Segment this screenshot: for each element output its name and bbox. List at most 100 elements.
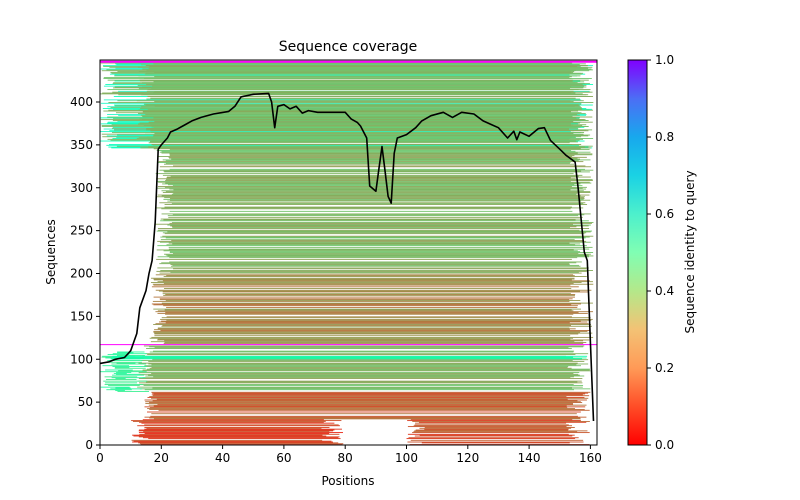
alignment-row — [166, 176, 591, 178]
alignment-row — [144, 424, 339, 426]
coverage-line — [100, 92, 595, 422]
alignment-row — [149, 351, 574, 353]
alignment-row — [142, 115, 573, 117]
alignment-row — [158, 156, 573, 157]
alignment-row — [154, 76, 572, 78]
alignment-row — [154, 105, 580, 107]
alignment-row — [413, 431, 578, 433]
alignment-row — [116, 372, 132, 374]
alignment-row — [162, 183, 581, 185]
alignment-row — [161, 325, 592, 327]
alignment-row — [153, 304, 572, 306]
alignment-row — [149, 367, 572, 369]
alignment-row — [150, 341, 575, 343]
alignment-row — [412, 420, 590, 422]
alignment-row — [145, 402, 574, 404]
x-tick-label: 140 — [518, 451, 541, 465]
alignment-row — [161, 190, 584, 192]
alignment-row — [136, 100, 571, 102]
x-tick-label: 20 — [154, 451, 169, 465]
alignment-row — [156, 270, 587, 272]
alignment-row — [155, 173, 574, 175]
alignment-row — [152, 395, 590, 397]
alignment-row — [153, 81, 585, 83]
alignment-row — [103, 77, 570, 79]
alignment-row — [153, 405, 567, 407]
alignment-row — [153, 330, 588, 332]
alignment-row — [159, 272, 582, 274]
alignment-row — [163, 305, 578, 307]
alignment-row — [157, 310, 574, 312]
alignment-row — [164, 233, 585, 235]
alignment-row — [111, 363, 147, 365]
alignment-row — [152, 400, 578, 402]
alignment-row — [149, 408, 585, 410]
alignment-row — [100, 386, 130, 388]
alignment-row — [406, 438, 576, 440]
alignment-row — [144, 416, 587, 418]
alignment-row — [142, 68, 592, 70]
alignment-row — [143, 345, 585, 347]
alignment-row — [141, 106, 581, 108]
alignment-row — [147, 89, 591, 91]
alignment-row — [146, 348, 572, 350]
alignment-row — [103, 99, 582, 101]
alignment-row — [148, 404, 587, 406]
alignment-row — [414, 435, 573, 437]
alignment-row — [148, 438, 341, 440]
alignment-row — [148, 363, 589, 365]
alignment-row — [144, 389, 574, 391]
alignment-row — [149, 141, 578, 143]
alignment-row — [115, 387, 131, 389]
colorbar-tick-label: 0.8 — [655, 130, 674, 144]
alignment-row — [166, 319, 592, 321]
alignment-row — [169, 157, 578, 159]
alignment-row — [159, 299, 570, 301]
alignment-row — [424, 428, 569, 430]
alignment-row — [142, 369, 590, 371]
alignment-row — [141, 422, 335, 424]
alignment-row — [407, 426, 567, 428]
alignment-row — [116, 354, 145, 356]
alignment-row — [165, 179, 593, 181]
alignment-row — [162, 280, 590, 282]
alignment-row — [151, 394, 583, 396]
alignment-row — [157, 328, 576, 330]
alignment-row — [139, 388, 591, 390]
alignment-row — [144, 432, 330, 434]
colorbar-tick-label: 0.4 — [655, 284, 674, 298]
alignment-row — [151, 392, 589, 394]
alignment-row — [161, 302, 593, 304]
alignment-row — [167, 255, 594, 257]
alignment-row — [169, 261, 582, 263]
alignment-row — [154, 101, 574, 103]
alignment-row — [152, 300, 570, 302]
alignment-row — [115, 390, 125, 392]
alignment-row — [162, 232, 587, 234]
alignment-row — [148, 121, 593, 123]
alignment-row — [105, 369, 133, 371]
alignment-row — [164, 253, 591, 255]
alignment-row — [153, 117, 577, 119]
alignment-row — [162, 192, 591, 193]
alignment-row — [168, 242, 570, 244]
alignment-row — [145, 129, 593, 131]
alignment-row — [117, 352, 134, 354]
alignment-row — [167, 200, 582, 202]
alignment-row — [146, 72, 584, 74]
alignment-row — [143, 437, 339, 439]
alignment-row — [107, 354, 130, 356]
alignment-row — [139, 122, 581, 124]
alignment-row — [169, 257, 578, 259]
alignment-row — [153, 92, 576, 94]
alignment-row — [145, 375, 585, 377]
alignment-row — [161, 195, 581, 197]
alignment-row — [158, 229, 580, 231]
alignment-row — [112, 353, 147, 355]
alignment-row — [153, 296, 575, 298]
alignment-row — [172, 252, 579, 254]
alignment-row — [141, 94, 589, 96]
alignment-row — [170, 225, 589, 227]
alignment-row — [157, 186, 572, 187]
alignment-row — [148, 374, 580, 376]
